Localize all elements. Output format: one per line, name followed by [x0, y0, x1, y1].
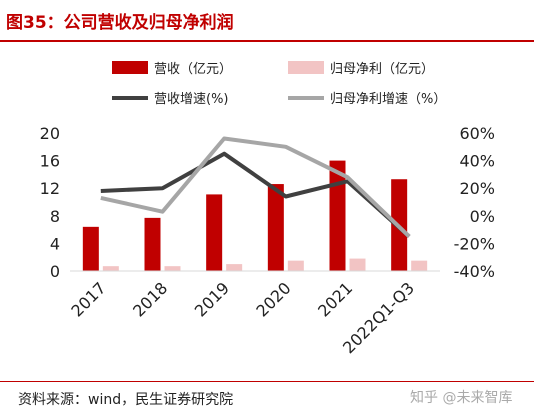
legend-swatch — [288, 61, 324, 74]
right-tick-label: 40% — [459, 152, 495, 171]
right-tick-label: -40% — [454, 262, 495, 281]
line-marks — [100, 136, 411, 238]
profit-bar — [287, 260, 304, 271]
category-label: 2021 — [314, 278, 356, 320]
right-tick-label: 0% — [470, 207, 495, 226]
left-tick-label: 20 — [40, 124, 60, 143]
revenue-growth-line — [100, 151, 411, 238]
legend-label: 营收增速(%) — [154, 92, 229, 107]
profit-bar — [102, 266, 119, 271]
right-tick-label: 60% — [459, 124, 495, 143]
left-tick-label: 8 — [50, 207, 60, 226]
legend-label: 营收（亿元） — [154, 62, 232, 77]
chart-title: 图35：公司营收及归母净利润 — [6, 13, 234, 33]
axes: 0 4 8 12 16 20 -40% -20% 0% 20% 40% 60% 2017 2018 2019… — [40, 124, 495, 357]
left-tick-label: 16 — [40, 152, 60, 171]
profit-bar — [164, 266, 181, 271]
revenue-bar — [144, 217, 161, 271]
watermark: 知乎 @未来智库 — [410, 390, 513, 406]
right-tick-label: -20% — [454, 234, 495, 253]
profit-bar — [411, 260, 428, 271]
left-tick-label: 12 — [40, 179, 60, 198]
revenue-bar — [329, 160, 346, 271]
legend: 营收（亿元） 归母净利（亿元） 营收增速(%) 归母净利增速（%） — [112, 61, 446, 107]
profit-bar — [226, 264, 243, 271]
legend-label: 归母净利增速（%） — [330, 92, 446, 107]
footer-divider — [0, 381, 534, 382]
left-tick-label: 4 — [50, 234, 60, 253]
source-note: 资料来源：wind，民生证券研究院 — [18, 392, 234, 408]
left-tick-label: 0 — [50, 262, 60, 281]
revenue-bar — [82, 226, 99, 271]
chart-area: 营收（亿元） 归母净利（亿元） 营收增速(%) 归母净利增速（%） 0 4 8 12 16 20… — [40, 61, 495, 357]
title-divider — [0, 40, 534, 42]
category-label: 2018 — [129, 278, 171, 320]
category-label: 2019 — [191, 278, 233, 320]
category-label: 2020 — [252, 278, 294, 320]
right-tick-label: 20% — [459, 179, 495, 198]
revenue-bar — [206, 194, 223, 271]
category-label: 2017 — [67, 278, 109, 320]
revenue-bar — [267, 184, 284, 271]
legend-swatch — [112, 61, 148, 74]
profit-bar — [349, 258, 366, 271]
profit-growth-line — [100, 136, 411, 238]
legend-label: 归母净利（亿元） — [330, 62, 434, 77]
